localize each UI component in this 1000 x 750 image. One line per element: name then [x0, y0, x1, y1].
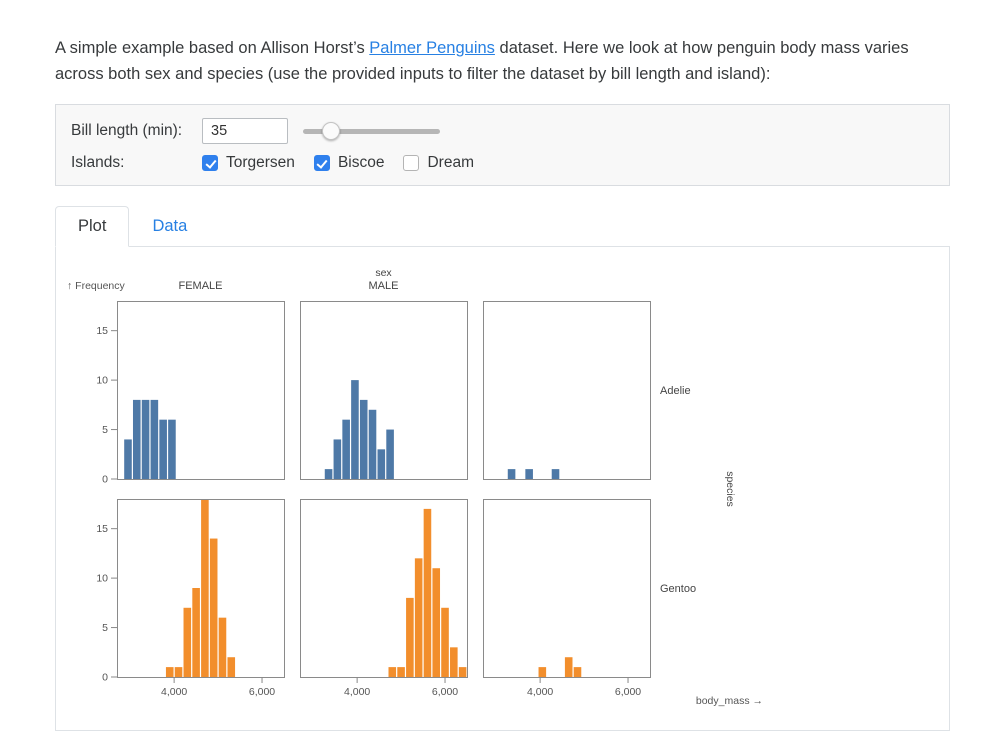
- bill-length-slider[interactable]: [303, 122, 440, 141]
- checkbox-label: Dream: [427, 154, 474, 172]
- facet-column-header: FEMALE: [178, 280, 222, 292]
- histogram-bar: [227, 657, 236, 678]
- plot-tab-content: 0 5 10 15 0 5 10 15 4,000 6,000 4,000 6,000 4,000 6,0…: [55, 247, 950, 732]
- checkbox-label: Torgersen: [226, 154, 295, 172]
- facet-frame: [300, 301, 468, 481]
- checked-checkbox-icon[interactable]: [202, 155, 218, 172]
- facet-frame: [117, 499, 285, 679]
- intro-text-after: dataset. Here we look at how penguin bod…: [55, 38, 909, 84]
- histogram-bar: [441, 608, 449, 678]
- facet-row-header: Adelie: [660, 385, 691, 397]
- intro-text-before: A simple example based on Allison Horst’…: [55, 38, 370, 57]
- x-axis-tick-label: 6,000: [432, 686, 458, 698]
- histogram-bar: [165, 667, 174, 678]
- bill-length-label: Bill length (min):: [71, 122, 183, 140]
- histogram-bar: [406, 598, 414, 678]
- histogram-bar: [150, 400, 159, 480]
- histogram-bar: [124, 439, 132, 480]
- histogram-bar: [423, 509, 432, 678]
- histogram-bar: [368, 410, 377, 480]
- histogram-bar: [209, 538, 218, 678]
- histogram-bar: [386, 429, 394, 480]
- x-axis-tick-label: 6,000: [249, 686, 275, 698]
- histogram-bar: [432, 568, 441, 678]
- histogram-bar: [201, 499, 209, 678]
- intro-text: A simple example based on Allison Horst’…: [55, 35, 943, 88]
- bill-length-row: Bill length (min):: [71, 118, 934, 145]
- histogram-bar: [573, 667, 582, 678]
- histogram-bar: [551, 469, 560, 480]
- slider-thumb[interactable]: [322, 122, 341, 141]
- checked-checkbox-icon[interactable]: [313, 155, 330, 172]
- islands-checkbox-group: Torgersen Biscoe Dream: [202, 154, 474, 172]
- histogram-bar: [218, 618, 227, 678]
- y-axis-tick-label: 0: [102, 474, 108, 486]
- histogram-bar: [324, 469, 333, 480]
- checkbox-dream[interactable]: Dream: [403, 154, 474, 172]
- histogram-bar: [564, 657, 573, 678]
- facet-frame: [483, 499, 651, 679]
- histogram-bar: [458, 667, 467, 678]
- histogram-bar: [342, 420, 350, 480]
- checkbox-biscoe[interactable]: Biscoe: [313, 154, 385, 172]
- tab-data[interactable]: Data: [152, 217, 188, 236]
- y-axis-tick-label: 10: [96, 573, 108, 585]
- histogram-bar: [132, 400, 141, 480]
- islands-label: Islands:: [71, 154, 125, 172]
- facet-row-axis-title: species: [724, 472, 736, 508]
- unchecked-checkbox-icon[interactable]: [403, 155, 420, 172]
- histogram-bar: [538, 667, 547, 678]
- facet-row-header: Gentoo: [660, 583, 696, 595]
- x-axis-title: body_mass →: [696, 695, 763, 707]
- histogram-bar: [192, 588, 200, 678]
- palmer-penguins-link[interactable]: Palmer Penguins: [369, 38, 495, 57]
- histogram-bar: [351, 380, 359, 480]
- histogram-bar: [168, 420, 176, 480]
- x-axis-tick-label: 4,000: [344, 686, 370, 698]
- slider-track[interactable]: [303, 129, 440, 134]
- inputs-panel: Bill length (min): Islands: Torgersen Bis…: [55, 104, 950, 187]
- histogram-bar: [174, 667, 183, 678]
- checkbox-torgersen[interactable]: Torgersen: [202, 154, 295, 172]
- tab-plot[interactable]: Plot: [55, 206, 130, 248]
- histogram-bar: [359, 400, 368, 480]
- histogram-bar: [159, 420, 167, 480]
- histogram-bar: [507, 469, 516, 480]
- facet-frame: [117, 301, 285, 481]
- facet-column-header: MALE: [369, 280, 399, 292]
- checkbox-label: Biscoe: [337, 154, 385, 172]
- islands-row: Islands: Torgersen Biscoe Dream: [71, 154, 934, 172]
- facet-histogram-plot: 0 5 10 15 0 5 10 15 4,000 6,000 4,000 6,000 4,000 6,0…: [67, 267, 763, 707]
- x-axis-tick-label: 4,000: [161, 686, 187, 698]
- histogram-bar: [397, 667, 405, 678]
- histogram-bar: [141, 400, 150, 480]
- histogram-bar: [183, 608, 192, 678]
- y-axis-tick-label: 5: [102, 424, 108, 436]
- histogram-bar: [450, 647, 458, 678]
- histogram-bar: [333, 439, 342, 480]
- facet-frame: [300, 499, 468, 679]
- tab-bar: Plot Data: [55, 206, 950, 248]
- y-axis-tick-label: 15: [96, 524, 108, 536]
- histogram-bar: [377, 449, 386, 480]
- y-axis-tick-label: 10: [96, 375, 108, 387]
- facet-column-axis-title: sex: [375, 267, 392, 279]
- bill-length-input[interactable]: [202, 118, 288, 145]
- x-axis-tick-label: 6,000: [615, 686, 641, 698]
- y-axis-title: ↑ Frequency: [67, 280, 126, 292]
- x-axis-tick-label: 4,000: [527, 686, 553, 698]
- y-axis-tick-label: 5: [102, 622, 108, 634]
- y-axis-tick-label: 15: [96, 326, 108, 338]
- histogram-bar: [388, 667, 397, 678]
- histogram-bar: [525, 469, 533, 480]
- histogram-bar: [414, 558, 423, 678]
- facet-frame: [483, 301, 651, 481]
- y-axis-tick-label: 0: [102, 672, 108, 684]
